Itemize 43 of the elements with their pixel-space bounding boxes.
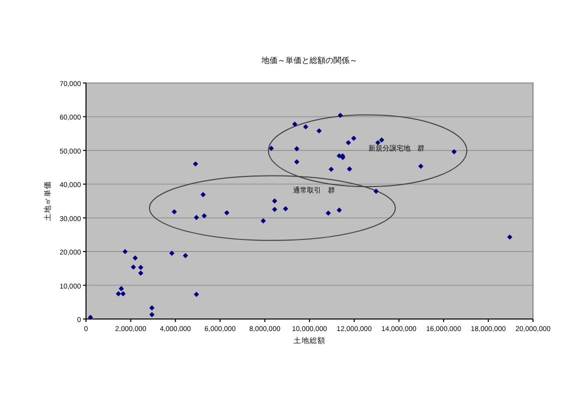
point — [169, 250, 174, 256]
point — [272, 206, 278, 212]
point — [116, 291, 122, 296]
point — [282, 206, 288, 212]
point — [224, 210, 230, 216]
point — [149, 312, 155, 318]
point — [316, 128, 322, 134]
point — [346, 140, 351, 146]
point — [338, 112, 343, 118]
point — [130, 264, 136, 270]
point — [418, 164, 424, 169]
point — [351, 136, 356, 141]
point — [346, 166, 352, 172]
point — [260, 218, 266, 224]
point — [303, 124, 308, 130]
point — [202, 213, 207, 218]
point — [326, 210, 331, 216]
point — [122, 248, 128, 254]
point — [452, 149, 457, 154]
point — [120, 291, 126, 296]
point — [88, 314, 94, 320]
point — [138, 270, 144, 276]
point — [194, 214, 200, 220]
point — [200, 192, 206, 198]
point — [292, 122, 298, 127]
point — [149, 305, 155, 310]
point — [379, 137, 384, 143]
point — [132, 255, 138, 261]
point — [182, 253, 188, 258]
point — [192, 161, 198, 167]
point — [294, 159, 300, 164]
point — [328, 166, 334, 172]
point — [194, 292, 200, 297]
chart-title: 地価～単価と総額の関係～ — [260, 56, 358, 65]
point — [336, 208, 342, 213]
point — [374, 188, 379, 194]
point — [507, 234, 512, 240]
point — [272, 198, 278, 204]
point — [172, 209, 177, 214]
point — [268, 146, 274, 152]
point — [138, 264, 144, 270]
point — [294, 146, 300, 152]
point — [118, 286, 124, 292]
